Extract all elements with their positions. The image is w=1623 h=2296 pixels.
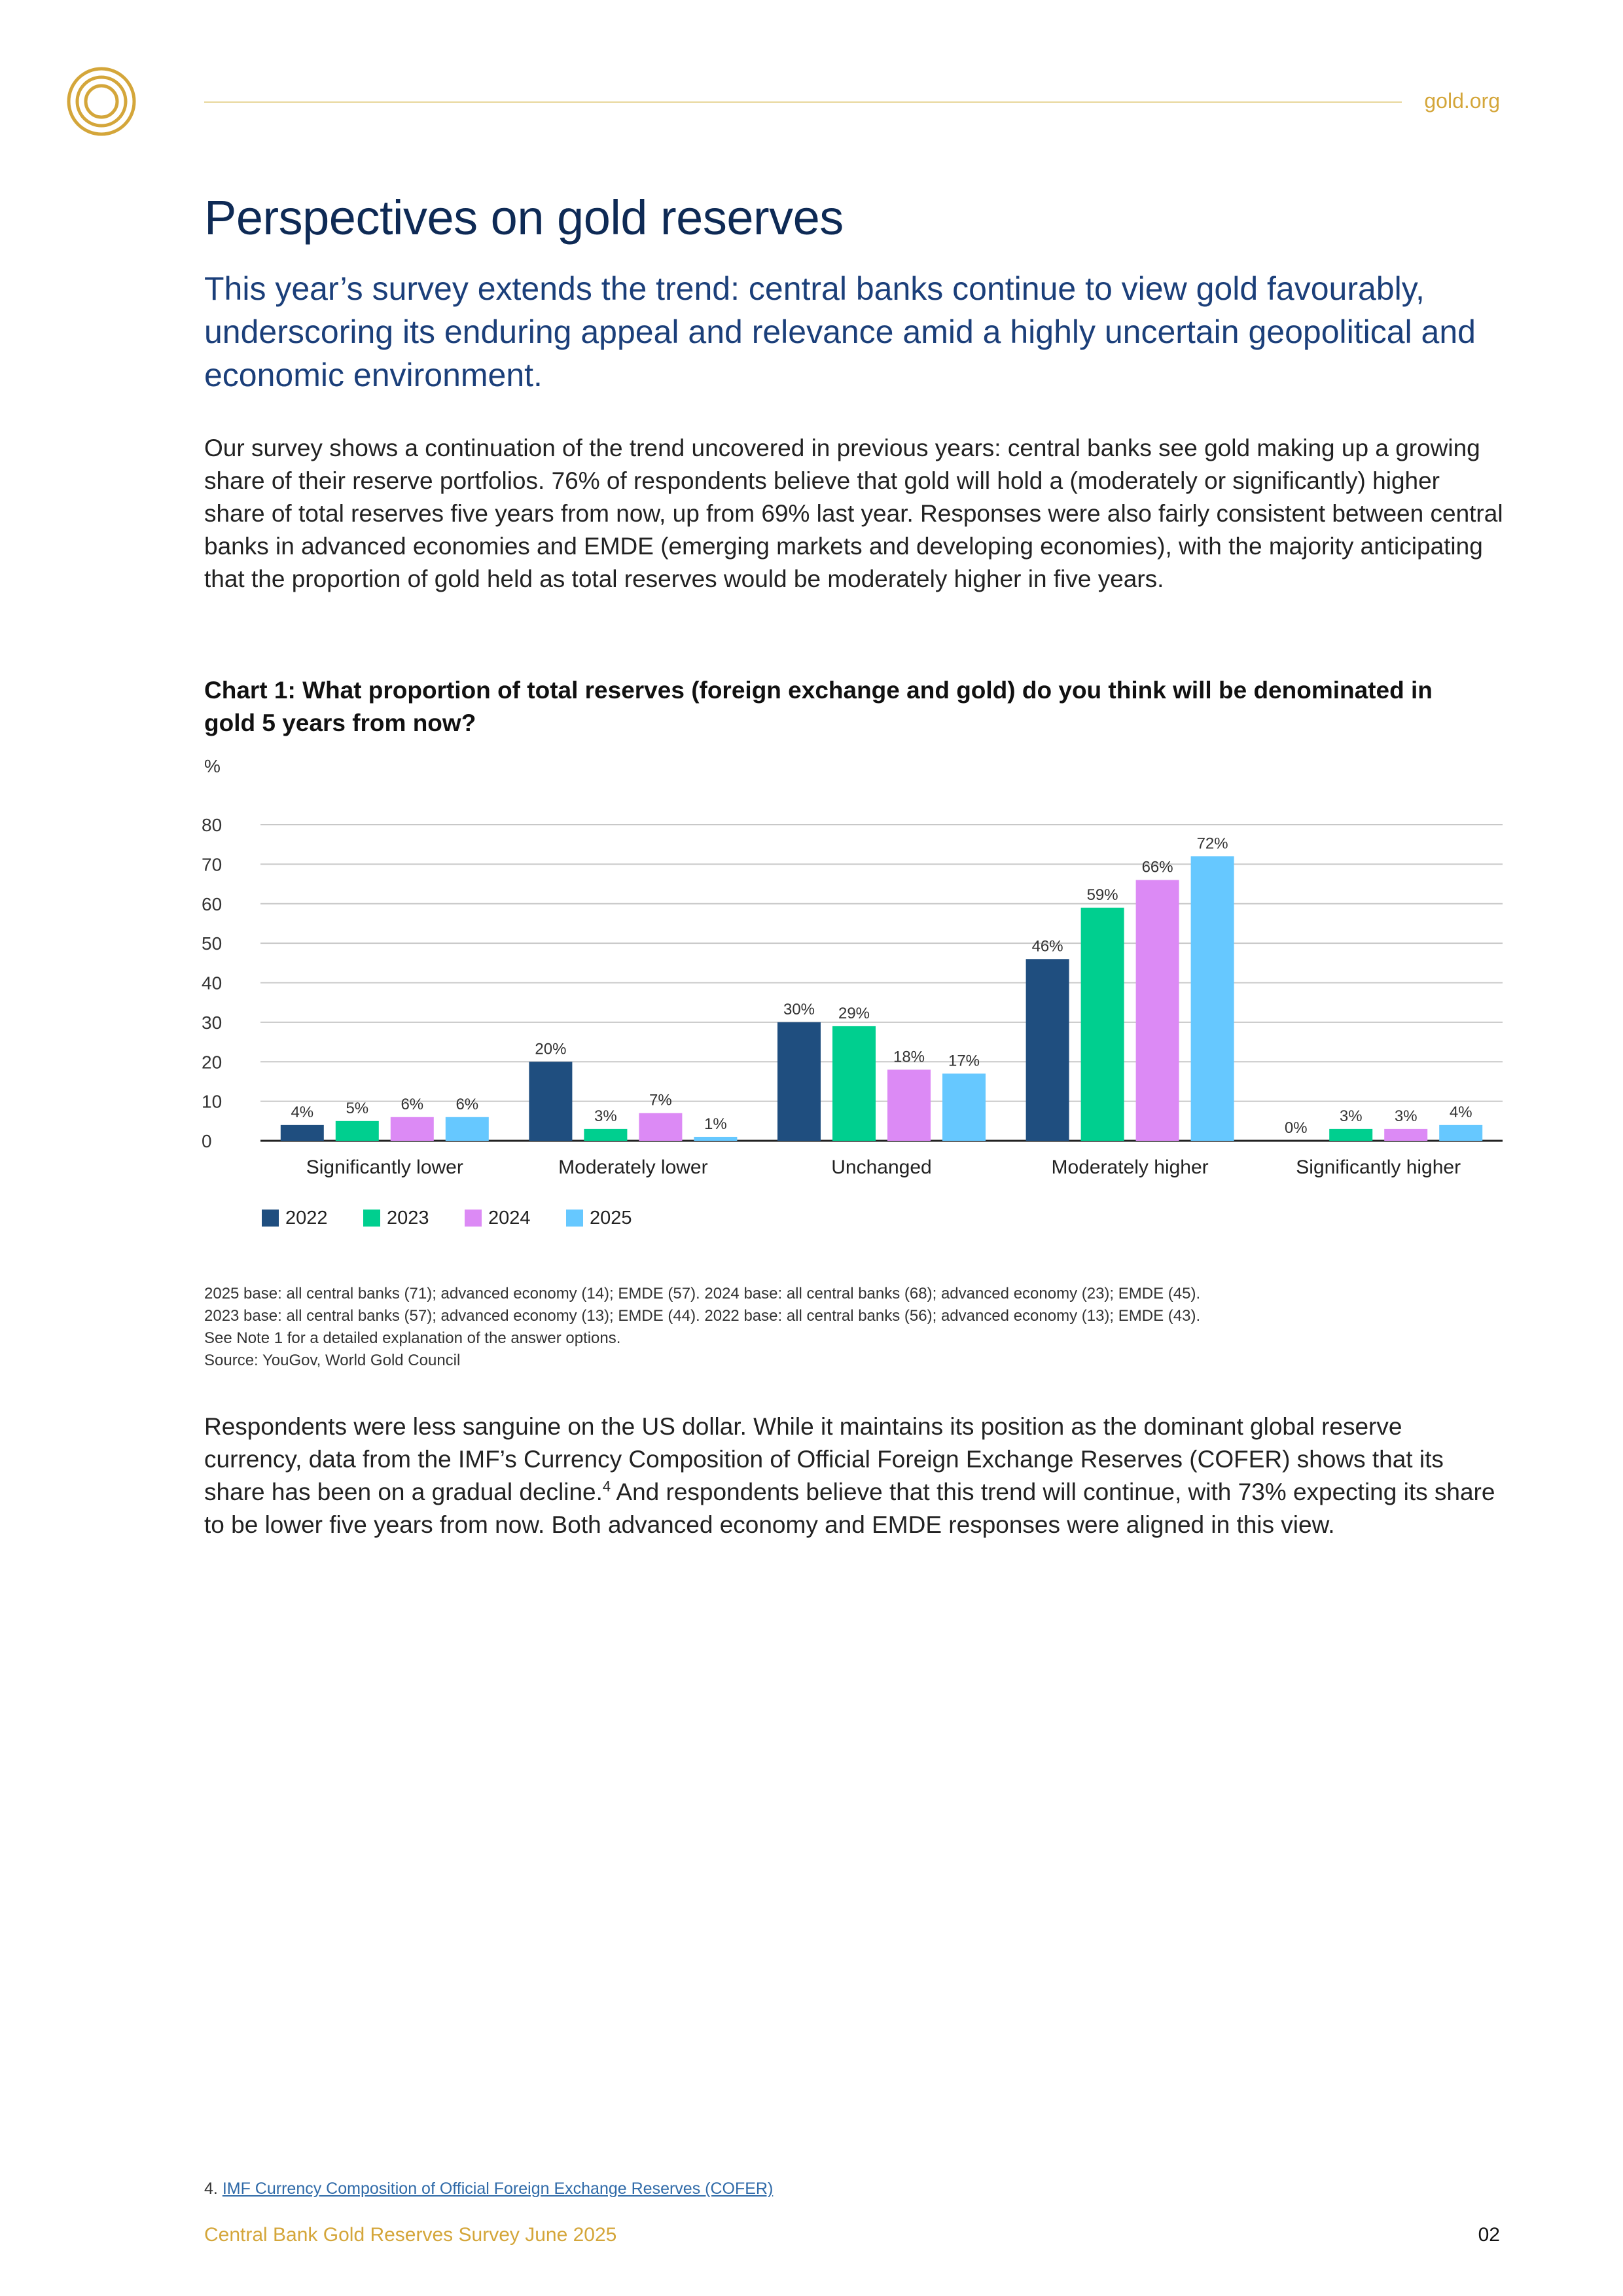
y-tick-label: 70 bbox=[202, 854, 222, 874]
bar bbox=[1080, 907, 1124, 1141]
intro-paragraph: Our survey shows a continuation of the t… bbox=[204, 435, 1503, 592]
data-label: 3% bbox=[1340, 1107, 1363, 1125]
data-label: 4% bbox=[291, 1103, 313, 1121]
data-label: 72% bbox=[1197, 834, 1228, 852]
data-label: 29% bbox=[838, 1005, 870, 1022]
world-gold-council-logo-icon[interactable] bbox=[65, 65, 137, 137]
bar bbox=[1329, 1128, 1373, 1141]
x-tick-label: Moderately higher bbox=[1052, 1157, 1209, 1178]
data-label: 0% bbox=[1285, 1119, 1308, 1137]
legend-label: 2022 bbox=[285, 1208, 328, 1229]
chart-note: See Note 1 for a detailed explanation of… bbox=[204, 1329, 621, 1347]
legend-swatch bbox=[566, 1210, 583, 1227]
header-divider bbox=[204, 101, 1402, 103]
footnote: 4. IMF Currency Composition of Official … bbox=[204, 2179, 773, 2198]
y-tick-label: 50 bbox=[202, 933, 222, 954]
bar bbox=[777, 1022, 821, 1141]
bar bbox=[1135, 880, 1179, 1141]
bar bbox=[335, 1121, 379, 1141]
bar bbox=[529, 1062, 573, 1141]
usd-paragraph: Respondents were less sanguine on the US… bbox=[204, 1410, 1507, 1541]
page-title: Perspectives on gold reserves bbox=[204, 190, 844, 245]
data-label: 3% bbox=[1395, 1107, 1418, 1125]
bar bbox=[1439, 1124, 1483, 1141]
page-number: 02 bbox=[1478, 2224, 1500, 2246]
y-tick-label: 40 bbox=[202, 973, 222, 994]
data-label: 59% bbox=[1087, 886, 1118, 904]
legend-swatch bbox=[262, 1210, 279, 1227]
legend-swatch bbox=[465, 1210, 482, 1227]
y-axis-unit-label: % bbox=[204, 756, 221, 776]
bar bbox=[445, 1117, 489, 1141]
data-label: 6% bbox=[455, 1096, 478, 1113]
bar bbox=[887, 1069, 931, 1141]
chart-title: Chart 1: What proportion of total reserv… bbox=[204, 677, 1433, 736]
chart-note: 2023 base: all central banks (57); advan… bbox=[204, 1307, 1201, 1325]
y-tick-label: 20 bbox=[202, 1052, 222, 1072]
y-tick-label: 10 bbox=[202, 1092, 222, 1112]
legend-swatch bbox=[363, 1210, 380, 1227]
y-tick-label: 0 bbox=[202, 1131, 212, 1151]
footer-publication: Central Bank Gold Reserves Survey June 2… bbox=[204, 2224, 617, 2246]
bar bbox=[942, 1073, 986, 1141]
bar bbox=[639, 1113, 683, 1141]
chart-notes: 2025 base: all central banks (71); advan… bbox=[204, 1283, 1487, 1372]
data-label: 1% bbox=[704, 1115, 727, 1133]
legend-label: 2023 bbox=[387, 1208, 429, 1229]
x-tick-label: Significantly lower bbox=[306, 1157, 463, 1178]
chart-note: 2025 base: all central banks (71); advan… bbox=[204, 1285, 1201, 1302]
bar bbox=[1384, 1128, 1428, 1141]
data-label: 66% bbox=[1142, 859, 1173, 876]
chart-source: Source: YouGov, World Gold Council bbox=[204, 1352, 461, 1369]
bar bbox=[1190, 856, 1234, 1141]
data-label: 4% bbox=[1450, 1103, 1472, 1121]
bar bbox=[694, 1136, 738, 1141]
x-tick-label: Moderately lower bbox=[558, 1157, 707, 1178]
y-tick-label: 60 bbox=[202, 894, 222, 914]
y-tick-label: 80 bbox=[202, 815, 222, 835]
bar bbox=[584, 1128, 628, 1141]
data-label: 3% bbox=[594, 1107, 617, 1125]
x-tick-label: Unchanged bbox=[831, 1157, 931, 1178]
footnote-reference[interactable]: 4 bbox=[602, 1478, 611, 1495]
bar bbox=[280, 1124, 324, 1141]
data-label: 30% bbox=[783, 1001, 815, 1018]
bar bbox=[390, 1117, 434, 1141]
bar-chart: % 0 10 20 30 40 50 60 70 80 4% 5% 6% 6% Significantly … bbox=[202, 756, 1503, 1229]
data-label: 46% bbox=[1032, 937, 1063, 955]
cofer-link[interactable]: IMF Currency Composition of Official For… bbox=[222, 2179, 774, 2198]
legend-label: 2025 bbox=[590, 1208, 632, 1229]
y-tick-label: 30 bbox=[202, 1013, 222, 1033]
usd-paragraph-part2: And respondents believe that this trend … bbox=[204, 1479, 1495, 1538]
bar bbox=[832, 1026, 876, 1141]
page-subtitle: This year’s survey extends the trend: ce… bbox=[204, 270, 1476, 393]
site-link[interactable]: gold.org bbox=[1424, 89, 1500, 113]
data-label: 18% bbox=[893, 1048, 925, 1066]
legend-label: 2024 bbox=[488, 1208, 531, 1229]
data-label: 6% bbox=[401, 1096, 423, 1113]
usd-paragraph-part1: Respondents were less sanguine on the US… bbox=[204, 1413, 1444, 1505]
x-tick-label: Significantly higher bbox=[1296, 1157, 1461, 1178]
data-label: 20% bbox=[535, 1040, 566, 1058]
data-label: 5% bbox=[346, 1100, 368, 1117]
footnote-number: 4. bbox=[204, 2179, 218, 2198]
bar bbox=[1026, 959, 1069, 1141]
data-label: 7% bbox=[649, 1092, 672, 1109]
data-label: 17% bbox=[948, 1052, 980, 1069]
